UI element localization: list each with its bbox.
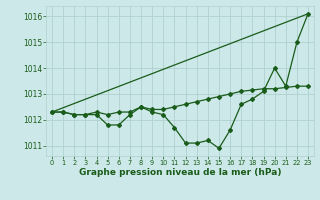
X-axis label: Graphe pression niveau de la mer (hPa): Graphe pression niveau de la mer (hPa) — [79, 168, 281, 177]
